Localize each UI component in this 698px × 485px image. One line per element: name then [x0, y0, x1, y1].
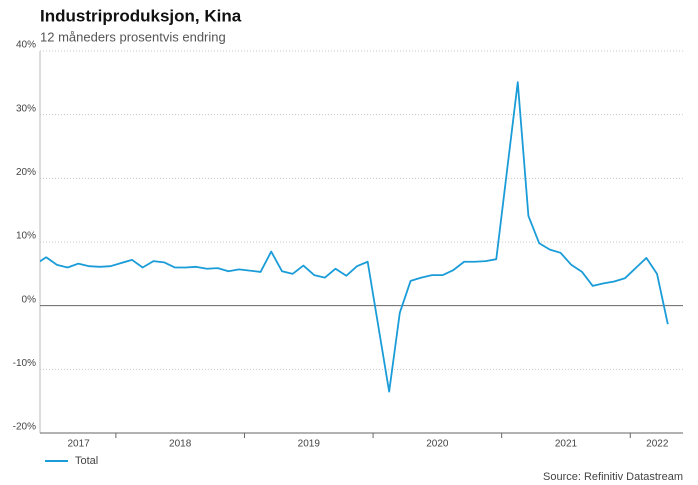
legend-label: Total [75, 455, 98, 467]
y-tick-label: -10% [13, 358, 36, 369]
y-tick-label: 40% [16, 40, 36, 51]
x-tick-label: 2019 [298, 439, 321, 450]
y-tick-label: -20% [13, 422, 36, 433]
y-tick-label: 20% [16, 167, 36, 178]
y-tick-label: 0% [22, 294, 37, 305]
x-tick-label: 2021 [555, 439, 578, 450]
x-tick-label: 2022 [646, 439, 669, 450]
x-tick-label: 2018 [169, 439, 192, 450]
data-line [40, 81, 669, 393]
source: Source: Refinitiv Datastream [543, 471, 683, 483]
x-tick-label: 2017 [67, 439, 90, 450]
chart-subtitle: 12 måneders prosentvis endring [40, 29, 226, 44]
y-tick-label: 10% [16, 231, 36, 242]
chart-title: Industriproduksjon, Kina [40, 6, 242, 25]
x-tick-label: 2020 [426, 439, 449, 450]
y-tick-label: 30% [16, 103, 36, 114]
